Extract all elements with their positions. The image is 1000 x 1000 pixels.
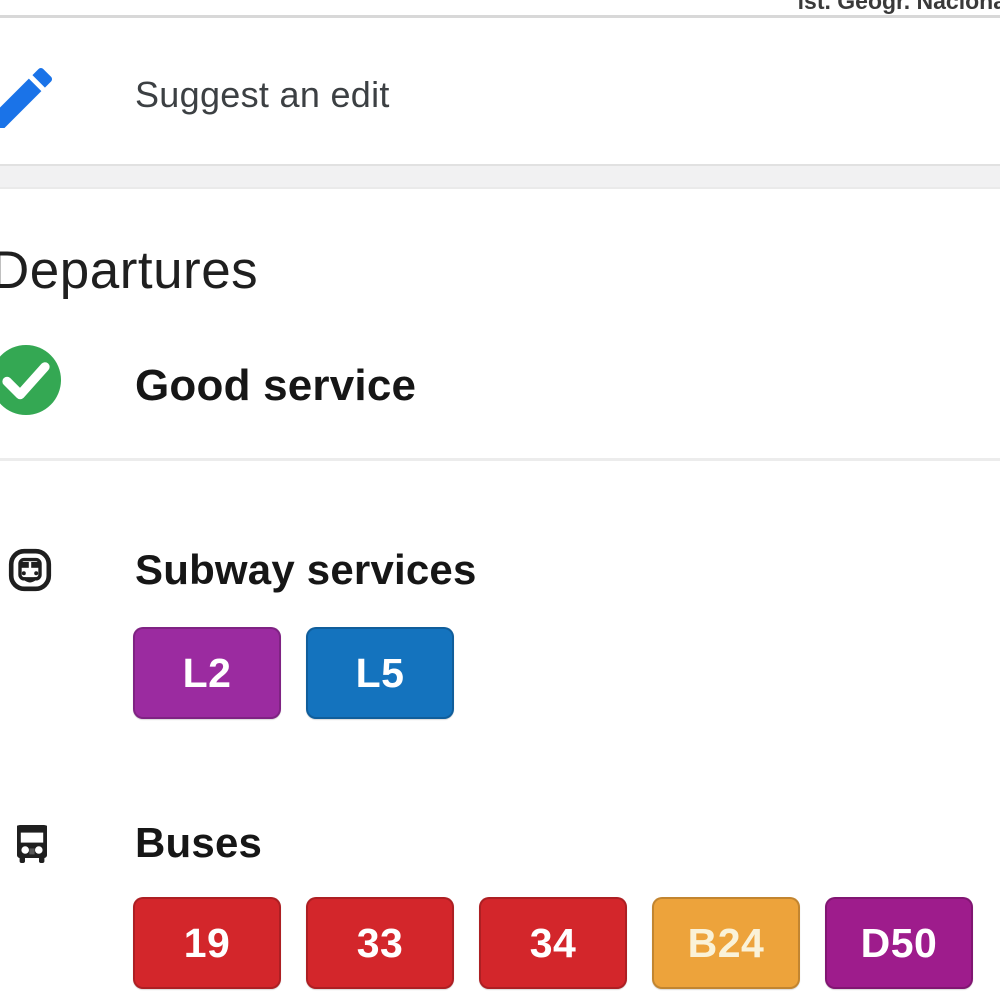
- subway-section-title: Subway services: [135, 546, 477, 593]
- good-service-check-icon: [0, 345, 61, 415]
- suggest-edit-label: Suggest an edit: [135, 74, 390, 115]
- suggest-edit-button[interactable]: Suggest an edit: [0, 50, 1000, 140]
- bus-line-badge-b24[interactable]: B24: [652, 897, 800, 989]
- service-status-label: Good service: [135, 361, 417, 410]
- bus-line-badge-19[interactable]: 19: [133, 897, 281, 989]
- buses-section-title: Buses: [135, 819, 263, 866]
- bus-badge-row: 19 33 34 B24 D50: [133, 897, 973, 989]
- pencil-edit-icon: [0, 67, 53, 128]
- section-separator: [0, 164, 1000, 189]
- subway-line-badge-l5[interactable]: L5: [306, 627, 454, 719]
- bus-icon: [17, 825, 47, 863]
- page-title: Departures: [0, 241, 259, 300]
- bus-line-badge-33[interactable]: 33: [306, 897, 454, 989]
- subway-line-badge-l2[interactable]: L2: [133, 627, 281, 719]
- bus-line-badge-34[interactable]: 34: [479, 897, 627, 989]
- map-panel-divider: [0, 15, 1000, 18]
- row-divider: [0, 458, 1000, 461]
- subway-badge-row: L2 L5: [133, 627, 454, 719]
- subway-icon: [8, 548, 52, 592]
- bus-line-badge-d50[interactable]: D50: [825, 897, 973, 989]
- map-attribution: ist. Geogr. Naciona: [797, 0, 1000, 14]
